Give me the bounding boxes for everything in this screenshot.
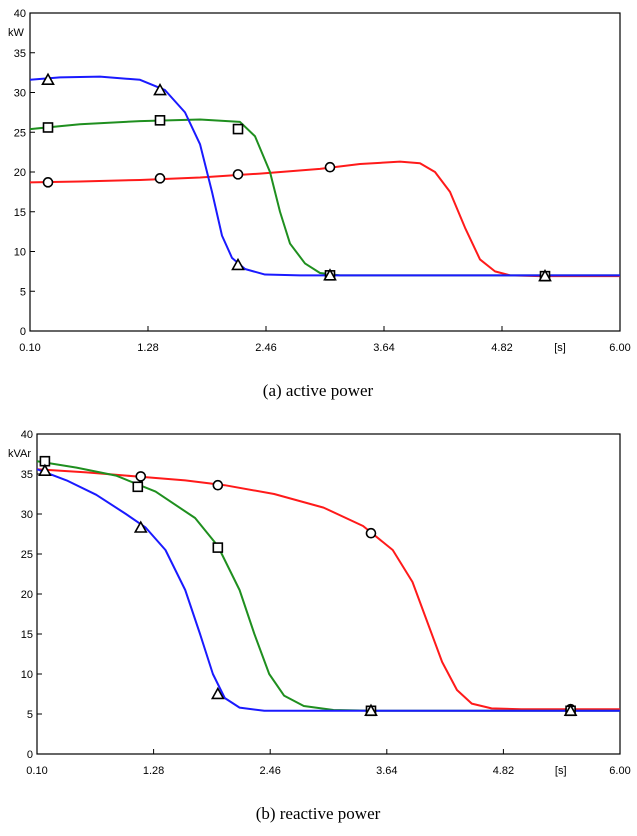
active-power-y-tick-label: 0 xyxy=(20,326,26,338)
reactive-power-blue-triangle-marker xyxy=(210,686,225,700)
active-power-green-square-marker xyxy=(232,123,244,135)
reactive-power-x-tick-label: 4.82 xyxy=(493,765,514,777)
reactive-power-x-tick-label: 2.46 xyxy=(259,765,280,777)
reactive-power-red-series-line xyxy=(37,468,620,711)
active-power-blue-triangle-marker xyxy=(231,257,245,271)
active-power-y-tick-label: 15 xyxy=(14,207,26,219)
active-power-red-circle-marker xyxy=(42,177,54,188)
reactive-power-y-tick-label: 20 xyxy=(21,589,33,601)
reactive-power-x-tick-label: 0.10 xyxy=(26,765,47,777)
reactive-power-plot-frame xyxy=(36,433,621,755)
active-power-y-tick-label: 40 xyxy=(14,8,26,20)
active-power-y-tick-label: 20 xyxy=(14,167,26,179)
active-power-y-tick-label: 30 xyxy=(14,88,26,100)
active-power-caption: (a) active power xyxy=(263,381,374,400)
active-power-red-circle-marker xyxy=(232,169,244,180)
reactive-power-red-circle-marker xyxy=(365,527,377,539)
reactive-power-y-tick-label: 25 xyxy=(21,549,33,561)
active-power-red-circle-marker xyxy=(154,173,166,184)
reactive-power-y-axis-title: kVAr xyxy=(8,448,31,460)
active-power-y-axis-title: kW xyxy=(8,27,25,39)
active-power-x-axis-unit: [s] xyxy=(554,342,566,354)
reactive-power-y-tick-label: 35 xyxy=(21,469,33,481)
active-power-y-tick-label: 35 xyxy=(14,48,26,60)
reactive-power-x-tick-label: 1.28 xyxy=(143,765,164,777)
reactive-power-x-axis-unit: [s] xyxy=(555,765,567,777)
reactive-power-x-tick-label: 3.64 xyxy=(376,765,397,777)
reactive-power-chart: 0 5 10 15 20 25 30 35 40 0.10 1.28 2.46 3.64 4.82 6.00… xyxy=(8,429,631,823)
reactive-power-green-square-marker xyxy=(132,481,144,493)
reactive-power-blue-triangle-marker xyxy=(133,520,148,533)
reactive-power-y-tick-label: 40 xyxy=(21,429,33,441)
active-power-chart: 0 5 10 15 20 25 30 35 40 0.10 1.28 2.46 3.64 4.82 6.00… xyxy=(8,8,631,400)
active-power-x-tick-label: 6.00 xyxy=(609,342,630,354)
reactive-power-blue-triangle-marker xyxy=(563,703,578,717)
active-power-blue-triangle-marker xyxy=(323,268,337,281)
active-power-red-circle-marker xyxy=(324,161,336,173)
active-power-green-square-marker xyxy=(42,122,54,133)
active-power-green-series-line xyxy=(30,118,620,277)
reactive-power-red-circle-marker xyxy=(135,471,147,482)
active-power-red-series-line xyxy=(30,160,620,278)
reactive-power-y-tick-label: 15 xyxy=(21,629,33,641)
active-power-x-tick-label: 2.46 xyxy=(255,342,276,354)
active-power-blue-triangle-marker xyxy=(538,268,552,282)
active-power-blue-triangle-marker xyxy=(153,82,167,96)
active-power-x-tick-label: 3.64 xyxy=(373,342,394,354)
active-power-y-tick-label: 5 xyxy=(20,286,26,298)
active-power-x-tick-label: 1.28 xyxy=(137,342,158,354)
reactive-power-x-tick-label: 6.00 xyxy=(609,765,630,777)
reactive-power-blue-triangle-marker xyxy=(38,463,52,477)
active-power-y-tick-label: 10 xyxy=(14,247,26,259)
active-power-x-tick-label: 4.82 xyxy=(491,342,512,354)
active-power-x-tick-label: 0.10 xyxy=(19,342,40,354)
reactive-power-y-tick-label: 30 xyxy=(21,509,33,521)
active-power-plot-frame xyxy=(29,12,621,332)
active-power-y-tick-label: 25 xyxy=(14,127,26,139)
reactive-power-y-tick-label: 0 xyxy=(27,749,33,761)
active-power-green-square-marker xyxy=(154,115,166,126)
active-power-blue-series-line xyxy=(30,75,620,277)
reactive-power-blue-triangle-marker xyxy=(364,703,378,717)
active-power-blue-triangle-marker xyxy=(41,72,55,85)
reactive-power-red-circle-marker xyxy=(212,479,224,491)
reactive-power-y-tick-label: 10 xyxy=(21,669,33,681)
reactive-power-green-series-line xyxy=(37,460,620,712)
reactive-power-green-square-marker xyxy=(212,542,224,553)
active-power-series-group xyxy=(30,75,620,278)
reactive-power-series-group xyxy=(37,460,620,712)
reactive-power-blue-series-line xyxy=(37,468,620,712)
reactive-power-caption: (b) reactive power xyxy=(256,804,381,823)
reactive-power-y-tick-label: 5 xyxy=(27,709,33,721)
